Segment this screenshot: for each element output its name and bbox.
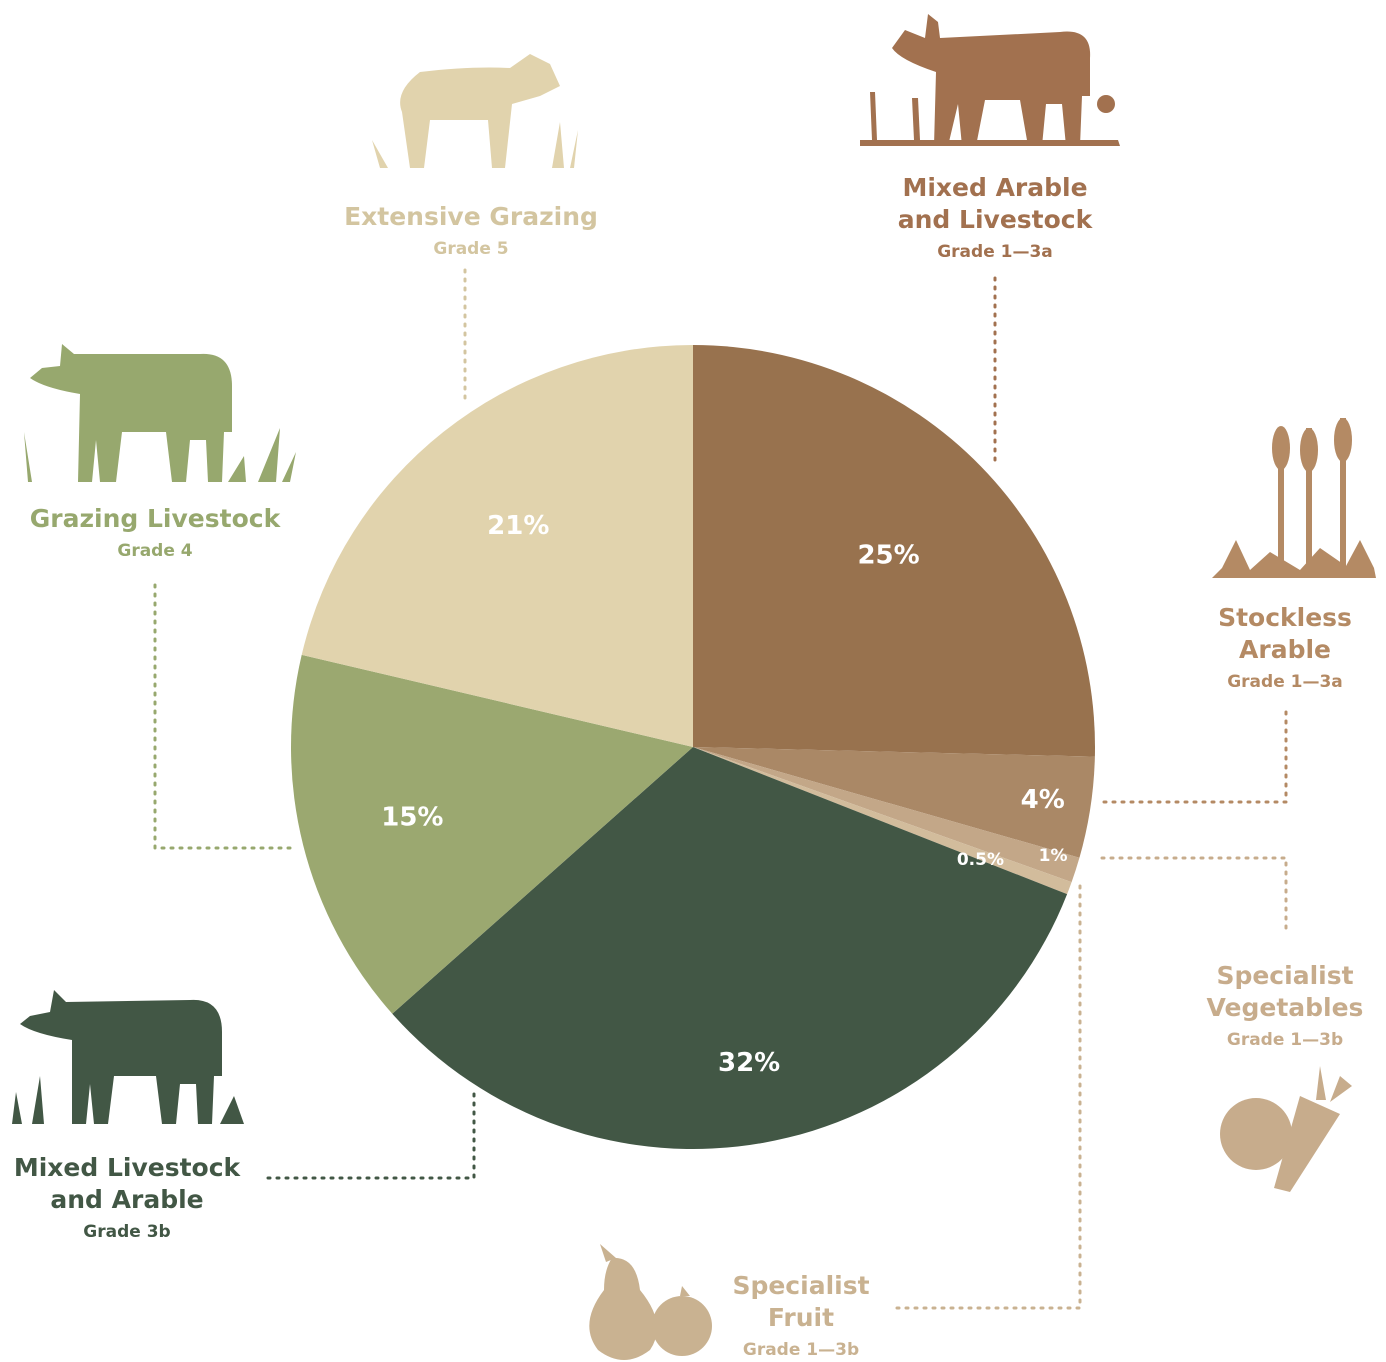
leader-specialist-vegetables [1094,856,1288,930]
vegetables-icon [1220,1066,1352,1192]
sheep-icon [372,54,578,168]
category-name: Extensive Grazing [344,202,598,231]
pie-slice-mixed_arable [693,345,1095,757]
label-stockless-arable: Stockless Arable Grade 1—3a [1190,602,1380,694]
label-extensive-grazing: Extensive Grazing Grade 5 [326,201,616,261]
slice-label-fruit: 0.5% [957,850,1004,870]
label-mixed-arable: Mixed Arable and Livestock Grade 1—3a [880,172,1110,264]
wheat-icon [1212,418,1376,578]
category-grade: Grade 1—3b [1226,1030,1344,1050]
cow-icon [24,344,296,482]
slice-label-grazing: 15% [381,802,443,832]
category-name: Mixed Arable and Livestock [897,173,1093,234]
slice-label-extensive: 21% [487,511,549,541]
slice-label-stockless: 4% [1021,785,1065,815]
pie-slice-grazing [290,654,693,1014]
leader-lines [153,268,1288,1310]
slice-label-mixed_livestock: 32% [718,1048,780,1078]
pie-slices [290,345,1095,1149]
pie-slice-mixed_livestock [392,747,1068,1149]
pie-slice-extensive [301,345,693,747]
label-mixed-livestock: Mixed Livestock and Arable Grade 3b [4,1152,250,1244]
slice-labels: 25% 4% 1% 0.5% 32% 15% 21% [381,511,1067,1078]
fruit-icon [589,1244,712,1360]
category-grade: Grade 3b [83,1222,171,1242]
category-name: Specialist Fruit [732,1271,870,1332]
label-specialist-fruit: Specialist Fruit Grade 1—3b [716,1270,886,1362]
slice-label-mixed_arable: 25% [857,541,919,571]
category-name: Specialist Vegetables [1206,961,1364,1022]
leader-specialist-fruit [888,884,1082,1310]
cow-icon [860,14,1120,146]
pie-slice-stockless [693,747,1095,858]
leader-stockless-arable [1102,710,1288,804]
label-specialist-vegetables: Specialist Vegetables Grade 1—3b [1190,960,1380,1052]
pie-slice-fruit [693,747,1072,895]
pie-slice-vegetables [693,747,1080,883]
category-grade: Grade 1—3a [937,242,1053,262]
category-grade: Grade 5 [433,239,509,259]
cow-icon [12,990,244,1124]
leader-grazing-livestock [153,583,294,850]
category-name: Stockless Arable [1218,603,1352,664]
label-grazing-livestock: Grazing Livestock Grade 4 [10,503,300,563]
leader-mixed-livestock [260,1092,476,1180]
slice-label-vegetables: 1% [1039,846,1068,866]
category-icons [12,14,1376,1360]
category-grade: Grade 4 [117,541,193,561]
category-name: Mixed Livestock and Arable [13,1153,241,1214]
category-grade: Grade 1—3b [742,1340,860,1360]
category-grade: Grade 1—3a [1227,672,1343,692]
category-name: Grazing Livestock [29,504,281,533]
